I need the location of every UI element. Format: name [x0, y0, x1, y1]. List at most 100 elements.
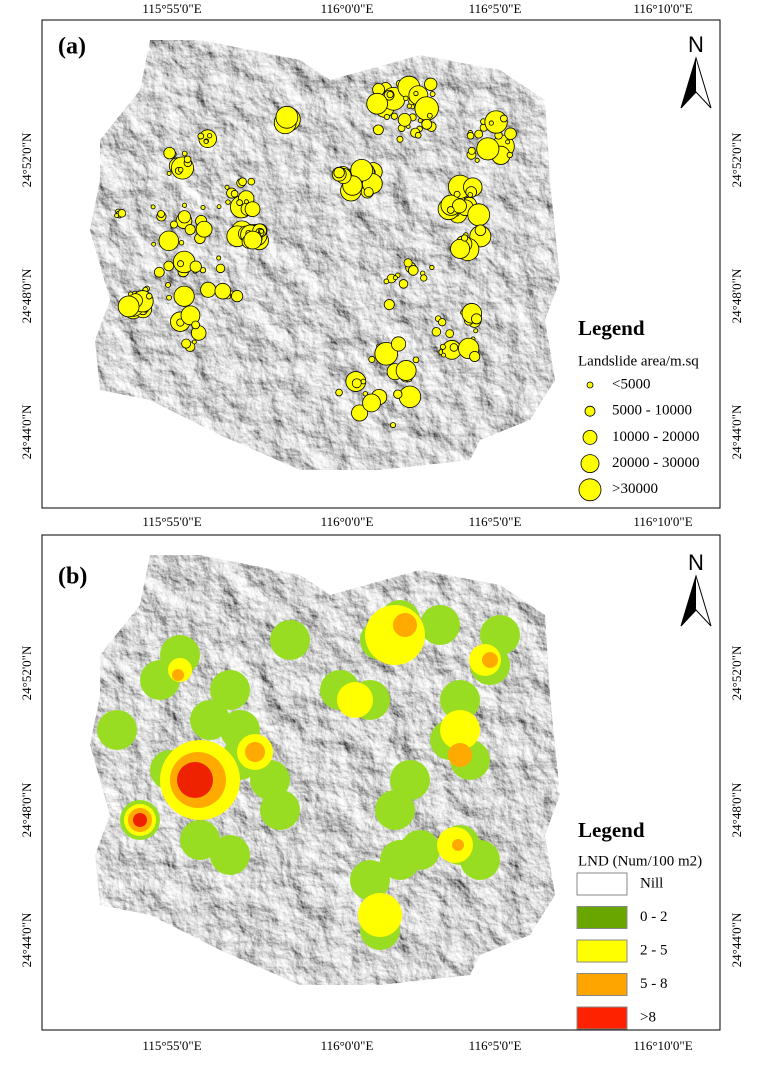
landslide-point — [182, 202, 188, 208]
legend-label: 5 - 8 — [640, 976, 668, 992]
landslide-point — [395, 360, 417, 381]
landslide-point — [163, 260, 174, 272]
landslide-point — [183, 155, 192, 164]
landslide-point — [471, 313, 483, 325]
legend-title: Legend — [578, 316, 645, 340]
landslide-point — [469, 350, 481, 362]
landslide-point — [170, 220, 178, 229]
longitude-label: 115°55'0"E — [142, 514, 201, 529]
landslide-point — [197, 132, 205, 140]
landslide-point — [177, 167, 184, 173]
longitude-label: 116°10'0"E — [633, 514, 692, 529]
landslide-point — [362, 393, 381, 413]
legend-swatch — [576, 973, 628, 996]
landslide-point — [390, 336, 407, 352]
landslide-point — [215, 263, 226, 274]
density-green — [440, 680, 480, 720]
landslide-point — [488, 120, 494, 126]
landslide-point — [398, 279, 409, 289]
landslide-point — [195, 220, 213, 238]
density-green — [390, 760, 430, 800]
landslide-point — [191, 339, 197, 345]
landslide-point — [403, 95, 409, 102]
landslide-point — [333, 166, 345, 179]
landslide-point — [259, 228, 264, 234]
latitude-label: 24°44'0"N — [19, 912, 34, 967]
legend-label: Nill — [640, 875, 663, 891]
landslide-point — [214, 282, 232, 300]
density-orange — [172, 669, 184, 681]
landslide-point — [467, 192, 473, 198]
density-green — [97, 710, 137, 750]
landslide-point — [335, 388, 343, 397]
density-orange — [482, 652, 498, 668]
latitude-label: 24°52'0"N — [729, 132, 744, 187]
landslide-point — [396, 135, 404, 143]
landslide-point — [449, 343, 459, 352]
landslide-point — [504, 127, 517, 140]
north-arrow — [681, 576, 696, 626]
landslide-point — [216, 204, 222, 210]
landslide-point — [445, 329, 455, 338]
legend-symbol — [586, 381, 594, 389]
legend-label: 5000 - 10000 — [612, 403, 692, 419]
landslide-point — [157, 210, 165, 218]
landslide-point — [145, 292, 153, 300]
landslide-point — [173, 285, 195, 307]
landslide-point — [506, 151, 513, 159]
landslide-point — [412, 356, 420, 364]
landslide-point — [473, 328, 479, 334]
latitude-label: 24°44'0"N — [729, 404, 744, 459]
landslide-point — [275, 105, 299, 129]
landslide-point — [414, 131, 422, 139]
landslide-point — [386, 90, 394, 99]
longitude-label: 116°5'0"E — [469, 1, 522, 16]
landslide-point — [117, 209, 127, 218]
longitude-label: 116°0'0"E — [321, 1038, 374, 1053]
longitude-label: 116°10'0"E — [633, 1038, 692, 1053]
landslide-point — [474, 224, 487, 237]
landslide-point — [453, 190, 461, 198]
longitude-label: 115°55'0"E — [142, 1038, 201, 1053]
landslide-point — [390, 112, 398, 120]
landslide-point — [236, 199, 243, 206]
latitude-label: 24°48'0"N — [729, 268, 744, 323]
legend-label: 20000 - 30000 — [612, 455, 700, 471]
legend-label: <5000 — [612, 376, 650, 392]
landslide-point — [476, 137, 500, 161]
landslide-point — [390, 422, 397, 429]
panel-label: (a) — [58, 34, 86, 60]
longitude-label: 116°0'0"E — [321, 514, 374, 529]
landslide-point — [403, 258, 413, 268]
landslide-point — [431, 327, 442, 337]
latitude-label: 24°44'0"N — [19, 404, 34, 459]
north-label: N — [688, 550, 704, 575]
latitude-label: 24°48'0"N — [729, 782, 744, 837]
landslide-point — [450, 239, 471, 259]
landslide-point — [474, 129, 484, 139]
landslide-point — [406, 103, 412, 109]
density-green — [190, 700, 230, 740]
landslide-point — [393, 389, 403, 399]
north-label: N — [688, 32, 704, 57]
landslide-point — [230, 189, 239, 198]
landslide-point — [467, 146, 476, 155]
density-orange — [448, 743, 472, 767]
landslide-point — [216, 255, 222, 261]
landslide-point — [158, 230, 180, 252]
density-red — [133, 813, 147, 827]
landslide-point — [181, 150, 188, 157]
legend-swatch — [576, 872, 628, 896]
legend: <5000 5000 - 10000 10000 - 20000 20000 - 30… — [578, 376, 700, 502]
landslide-point — [191, 320, 200, 330]
longitude-label: 116°5'0"E — [469, 514, 522, 529]
legend-swatch — [576, 1006, 628, 1030]
landslide-point — [414, 96, 439, 121]
landslide-point — [247, 177, 256, 186]
landslide-point — [460, 234, 469, 242]
landslide-point — [153, 266, 165, 278]
density-surface — [97, 600, 520, 950]
landslide-point — [177, 210, 191, 224]
landslide-point — [350, 159, 373, 182]
